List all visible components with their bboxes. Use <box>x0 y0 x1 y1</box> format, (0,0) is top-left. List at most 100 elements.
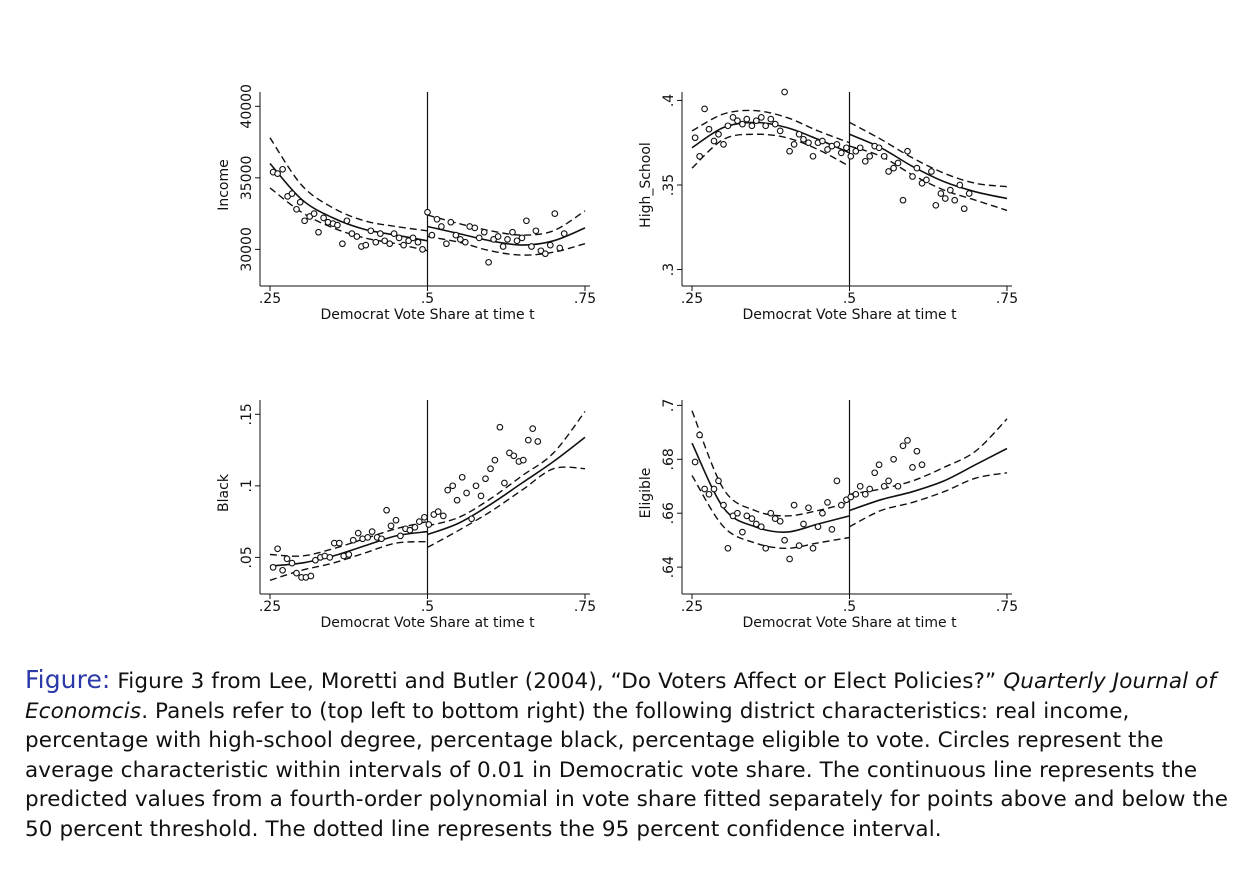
data-point <box>425 521 433 528</box>
data-point <box>743 115 751 123</box>
fit-line-right <box>427 436 586 536</box>
data-point <box>852 490 860 498</box>
data-point <box>757 523 765 531</box>
data-point <box>475 234 483 242</box>
data-point <box>790 501 798 509</box>
x-tick-label: .5 <box>421 599 434 615</box>
data-point <box>710 485 718 493</box>
data-point <box>386 240 394 248</box>
data-point <box>296 198 304 206</box>
data-point <box>307 572 315 580</box>
x-axis-label: Democrat Vote Share at time t <box>320 307 535 323</box>
data-point <box>556 244 564 252</box>
data-point <box>293 205 300 213</box>
data-point <box>349 536 357 544</box>
data-point <box>409 234 417 242</box>
data-point <box>918 461 926 469</box>
data-point <box>293 569 300 577</box>
figure-panels: .25 .5 .75 30000 35000 40000 Income Democrat Vo… <box>216 84 1018 631</box>
data-point <box>310 210 318 217</box>
data-point <box>875 144 883 152</box>
ci-upper-left <box>691 109 850 144</box>
data-point <box>720 501 727 509</box>
data-point <box>890 455 897 463</box>
data-point <box>847 152 855 160</box>
ci-upper-left <box>269 520 428 557</box>
data-point <box>748 515 756 522</box>
data-point <box>752 117 760 125</box>
data-point <box>362 241 370 249</box>
y-axis-label: Black <box>216 473 232 512</box>
data-point <box>472 482 480 490</box>
data-point <box>279 566 286 574</box>
data-point <box>518 234 526 242</box>
data-point <box>387 522 395 530</box>
data-point <box>279 165 286 173</box>
data-point <box>335 539 343 547</box>
data-point <box>734 117 741 125</box>
data-point <box>513 237 521 245</box>
data-point <box>904 147 911 155</box>
data-point <box>461 238 469 246</box>
data-point <box>433 215 441 223</box>
data-point <box>283 555 291 563</box>
data-point <box>805 139 812 147</box>
y-tick-label: .05 <box>239 546 255 568</box>
data-point <box>885 168 892 175</box>
data-point <box>312 556 319 564</box>
data-point <box>767 509 775 517</box>
data-point <box>509 228 516 236</box>
data-point <box>909 173 916 180</box>
data-point <box>918 179 926 187</box>
data-point <box>861 157 869 165</box>
data-point <box>866 152 874 160</box>
data-point <box>534 438 542 445</box>
data-point <box>395 234 403 242</box>
data-point <box>415 518 423 525</box>
data-point <box>762 122 770 130</box>
data-point <box>771 120 779 128</box>
data-point <box>364 534 372 541</box>
data-point <box>762 544 770 552</box>
x-tick-label: .5 <box>421 291 434 307</box>
data-point <box>376 230 384 237</box>
x-tick-label: .25 <box>259 599 281 615</box>
data-point <box>372 238 380 246</box>
data-point <box>923 176 930 184</box>
x-axis-label: Democrat Vote Share at time t <box>320 615 535 631</box>
data-point <box>288 559 296 567</box>
x-tick-label: .5 <box>843 291 856 307</box>
data-point <box>301 217 308 225</box>
y-tick-label: .3 <box>661 263 677 276</box>
ci-upper-right <box>427 210 586 236</box>
data-point <box>434 508 442 515</box>
data-point <box>274 545 281 553</box>
data-point <box>795 130 803 138</box>
data-point <box>421 513 428 521</box>
data-point <box>809 152 817 160</box>
ci-lower-right <box>849 472 1008 528</box>
ci-upper-right <box>849 418 1008 495</box>
x-tick-label: .25 <box>681 599 703 615</box>
data-point <box>739 528 746 536</box>
data-point <box>909 464 916 471</box>
data-point <box>419 246 426 253</box>
data-point <box>941 195 949 202</box>
data-point <box>771 515 779 522</box>
data-point <box>960 205 968 213</box>
data-point <box>452 231 460 239</box>
x-tick-label: .25 <box>681 291 703 307</box>
data-point <box>776 517 784 525</box>
caption-label: Figure: <box>25 665 111 694</box>
data-point <box>767 115 775 123</box>
data-point <box>786 147 793 155</box>
data-point <box>913 164 921 172</box>
data-point <box>781 536 788 544</box>
ci-lower-left <box>691 133 850 169</box>
data-point <box>729 114 737 121</box>
data-point <box>532 227 540 235</box>
data-point <box>837 501 845 509</box>
data-point <box>414 238 422 246</box>
data-point <box>715 130 722 138</box>
caption-journal: Quarterly Journal of Economcis <box>25 669 1217 724</box>
